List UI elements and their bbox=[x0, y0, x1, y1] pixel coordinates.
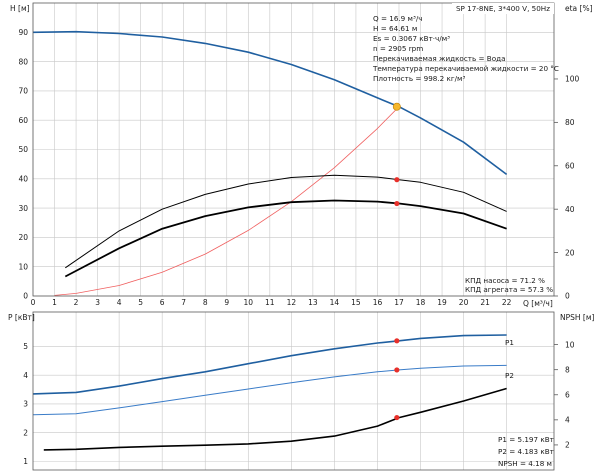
info-liquid: Перекачиваемая жидкость = Вода bbox=[373, 54, 506, 63]
head-curve bbox=[32, 30, 508, 176]
y-left-tick-label: 10 bbox=[18, 262, 28, 271]
y-left-tick-label: 40 bbox=[18, 175, 28, 184]
y-left-tick-label: 60 bbox=[18, 116, 28, 125]
bottom-ylabel-left: P [кВт] bbox=[8, 313, 35, 322]
x-tick-label: 7 bbox=[181, 298, 186, 307]
x-tick-label: 13 bbox=[308, 298, 318, 307]
duty-point bbox=[394, 338, 400, 344]
y-right-tick-label: 6 bbox=[565, 390, 570, 399]
top-chart-grid bbox=[32, 3, 554, 297]
p1-value-label: P1 = 5.197 кВт bbox=[498, 435, 554, 444]
y-left-tick-label: 20 bbox=[18, 233, 28, 242]
p2-curve bbox=[32, 364, 507, 416]
bottom-chart-frame bbox=[32, 311, 555, 471]
model-tag-bg bbox=[452, 3, 554, 14]
duty-point bbox=[394, 414, 400, 421]
info-head: H = 64.61 м bbox=[373, 24, 417, 33]
top-ylabel-left-name: H [м] bbox=[10, 4, 30, 13]
y-right-tick-label: 80 bbox=[565, 118, 575, 127]
top-xlabel: Q [м³/ч] bbox=[523, 299, 553, 308]
x-tick-label: 21 bbox=[480, 298, 490, 307]
y-right-tick-label: 8 bbox=[565, 365, 570, 374]
y-left-tick-label: 80 bbox=[18, 57, 28, 66]
bottom-chart-series bbox=[32, 334, 507, 451]
p1-curve bbox=[32, 334, 507, 395]
bottom-ylabel-right: NPSH [м] bbox=[560, 313, 595, 322]
p1-series-label: P1 bbox=[505, 338, 514, 347]
y-left-tick-label: 5 bbox=[23, 342, 28, 351]
y-left-tick-label: 30 bbox=[18, 204, 28, 213]
x-tick-label: 0 bbox=[31, 298, 36, 307]
model-tag: SP 17-8NE, 3*400 V, 50Hz bbox=[456, 4, 550, 13]
bottom-chart-ticks: 1 2 3 4 5 2 4 6 8 10 bbox=[23, 340, 575, 466]
top-chart-ticks: 0 1 2 3 4 5 6 7 8 9 10 11 12 13 14 15 16 17 18 19 20 21 220102… bbox=[18, 28, 579, 307]
x-tick-label: 4 bbox=[117, 298, 122, 307]
eff-curve bbox=[64, 199, 507, 278]
x-tick-label: 9 bbox=[224, 298, 229, 307]
unit-efficiency-label: КПД агрегата = 57.3 % bbox=[465, 285, 553, 294]
x-tick-label: 15 bbox=[351, 298, 361, 307]
top-chart-frame bbox=[32, 2, 555, 297]
npsh-value-label: NPSH = 4.18 м bbox=[498, 459, 552, 468]
info-energy: Es = 0.3067 кВт·ч/м³ bbox=[373, 34, 450, 43]
y-left-tick-label: 4 bbox=[23, 371, 28, 380]
y-left-tick-label: 1 bbox=[23, 457, 28, 466]
info-temperature: Температура перекачиваемой жидкости = 20… bbox=[372, 64, 559, 73]
y-left-tick-label: 70 bbox=[18, 87, 28, 96]
npsh-curve bbox=[43, 387, 507, 451]
y-left-tick-label: 2 bbox=[23, 428, 28, 437]
duty-point bbox=[394, 367, 400, 373]
x-tick-label: 10 bbox=[244, 298, 254, 307]
y-right-tick-label: 100 bbox=[565, 75, 580, 84]
x-tick-label: 14 bbox=[330, 298, 340, 307]
x-tick-label: 19 bbox=[437, 298, 447, 307]
eff-curve bbox=[65, 174, 507, 269]
top-chart-series bbox=[32, 30, 508, 296]
x-tick-label: 20 bbox=[459, 298, 469, 307]
x-tick-label: 2 bbox=[74, 298, 79, 307]
y-left-tick-label: 50 bbox=[18, 145, 28, 154]
y-left-tick-label: 0 bbox=[23, 292, 28, 301]
x-tick-label: 17 bbox=[394, 298, 404, 307]
x-tick-label: 1 bbox=[52, 298, 57, 307]
duty-point-info: Q = 16.9 м³/ч H = 64.61 м Es = 0.3067 кВ… bbox=[372, 14, 559, 83]
info-density: Плотность = 998.2 кг/м³ bbox=[373, 74, 465, 83]
info-speed: n = 2905 rpm bbox=[373, 44, 423, 53]
system-curve bbox=[54, 106, 400, 296]
pump-efficiency-label: КПД насоса = 71.2 % bbox=[465, 276, 545, 285]
y-right-tick-label: 60 bbox=[565, 161, 575, 170]
info-flow: Q = 16.9 м³/ч bbox=[373, 14, 423, 23]
x-tick-label: 22 bbox=[502, 298, 512, 307]
top-ylabel-right-name: eta [%] bbox=[565, 4, 593, 13]
duty-point bbox=[394, 200, 400, 207]
p2-value-label: P2 = 4.183 кВт bbox=[498, 447, 554, 456]
x-tick-label: 18 bbox=[416, 298, 426, 307]
duty-point bbox=[394, 177, 400, 183]
y-left-tick-label: 3 bbox=[23, 400, 28, 409]
x-tick-label: 5 bbox=[138, 298, 143, 307]
duty-point-marker bbox=[392, 102, 401, 111]
y-left-tick-label: 90 bbox=[18, 28, 28, 37]
x-tick-label: 6 bbox=[160, 298, 165, 307]
p2-series-label: P2 bbox=[505, 371, 514, 380]
top-chart-duty-points bbox=[392, 102, 401, 207]
y-right-tick-label: 2 bbox=[565, 441, 570, 450]
x-tick-label: 16 bbox=[373, 298, 383, 307]
y-right-tick-label: 20 bbox=[565, 248, 575, 257]
y-right-tick-label: 4 bbox=[565, 416, 570, 425]
y-right-tick-label: 40 bbox=[565, 205, 575, 214]
x-tick-label: 12 bbox=[287, 298, 297, 307]
bottom-chart-duty-points bbox=[394, 338, 400, 421]
y-right-tick-label: 10 bbox=[565, 340, 575, 349]
x-tick-label: 8 bbox=[203, 298, 208, 307]
x-tick-label: 11 bbox=[265, 298, 275, 307]
x-tick-label: 3 bbox=[95, 298, 100, 307]
y-right-tick-label: 0 bbox=[565, 292, 570, 301]
